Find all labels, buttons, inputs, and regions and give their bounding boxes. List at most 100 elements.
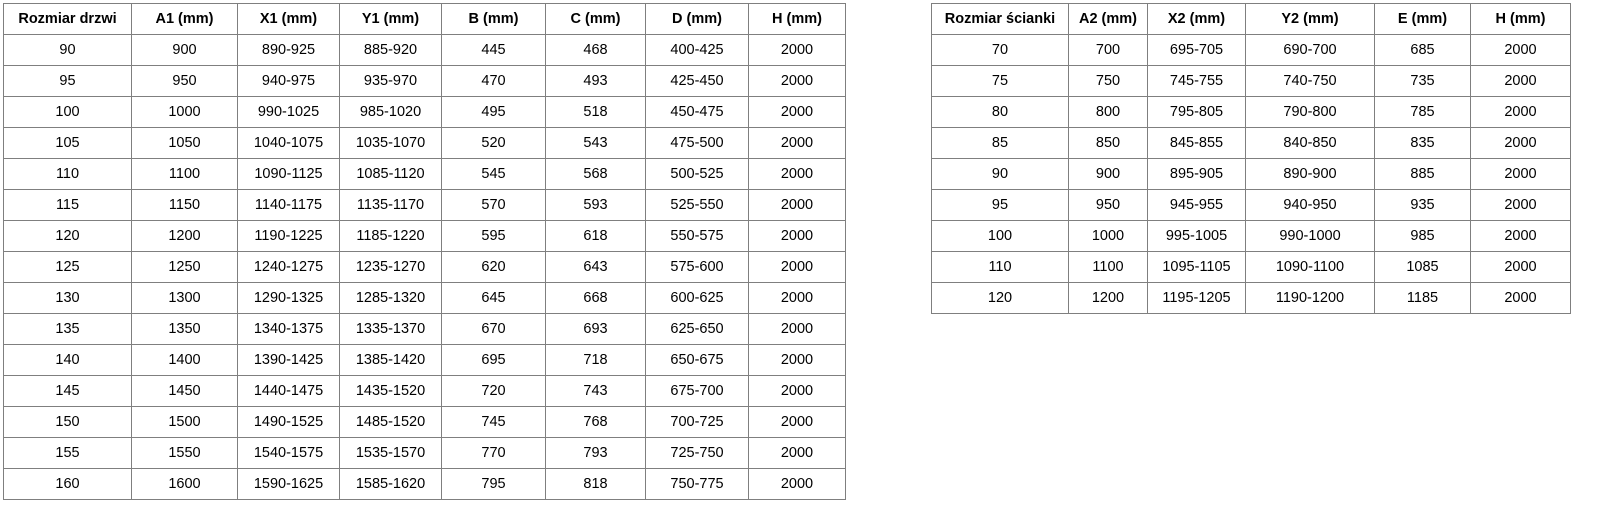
- doors-column-header: B (mm): [441, 3, 546, 35]
- table-cell: 685: [1374, 34, 1471, 66]
- table-cell: 1535-1570: [339, 437, 442, 469]
- table-cell: 110: [931, 251, 1069, 283]
- table-cell: 120: [931, 282, 1069, 314]
- table-cell: 720: [441, 375, 546, 407]
- table-row: 120 1200 1195-1205 1190-1200 1185 2000: [931, 282, 1571, 314]
- table-cell: 885-920: [339, 34, 442, 66]
- table-cell: 468: [545, 34, 646, 66]
- walls-table-body: 70 700 695-705 690-700 685 2000 75 750 745-755 74…: [931, 34, 1571, 314]
- table-cell: 1600: [131, 468, 238, 500]
- table-row: 95 950 940-975 935-970 470 493 425-450 2000: [3, 65, 846, 97]
- table-row: 135 1350 1340-1375 1335-1370 670 693 625-650 20…: [3, 313, 846, 345]
- table-cell: 2000: [1470, 220, 1571, 252]
- table-cell: 668: [545, 282, 646, 314]
- doors-table-container: Rozmiar drzwi A1 (mm) X1 (mm) Y1 (mm) B (mm)…: [3, 3, 846, 500]
- table-cell: 745-755: [1147, 65, 1246, 97]
- table-cell: 1050: [131, 127, 238, 159]
- table-cell: 1095-1105: [1147, 251, 1246, 283]
- table-cell: 1140-1175: [237, 189, 340, 221]
- table-cell: 450-475: [645, 96, 749, 128]
- table-cell: 550-575: [645, 220, 749, 252]
- table-cell: 1285-1320: [339, 282, 442, 314]
- table-row: 100 1000 990-1025 985-1020 495 518 450-475 2000: [3, 96, 846, 128]
- table-cell: 1185-1220: [339, 220, 442, 252]
- table-cell: 2000: [1470, 282, 1571, 314]
- table-cell: 1385-1420: [339, 344, 442, 376]
- table-cell: 593: [545, 189, 646, 221]
- table-cell: 95: [3, 65, 132, 97]
- table-cell: 2000: [1470, 158, 1571, 190]
- table-cell: 895-905: [1147, 158, 1246, 190]
- table-row: 130 1300 1290-1325 1285-1320 645 668 600-625 20…: [3, 282, 846, 314]
- doors-column-header: D (mm): [645, 3, 749, 35]
- table-cell: 700-725: [645, 406, 749, 438]
- table-cell: 140: [3, 344, 132, 376]
- table-cell: 595: [441, 220, 546, 252]
- table-cell: 1540-1575: [237, 437, 340, 469]
- table-cell: 150: [3, 406, 132, 438]
- table-cell: 2000: [1470, 34, 1571, 66]
- table-cell: 950: [131, 65, 238, 97]
- table-cell: 2000: [748, 65, 846, 97]
- table-cell: 950: [1068, 189, 1148, 221]
- table-cell: 900: [1068, 158, 1148, 190]
- table-row: 110 1100 1095-1105 1090-1100 1085 2000: [931, 251, 1571, 283]
- table-cell: 725-750: [645, 437, 749, 469]
- table-cell: 2000: [748, 282, 846, 314]
- table-cell: 995-1005: [1147, 220, 1246, 252]
- table-cell: 1585-1620: [339, 468, 442, 500]
- table-cell: 1090-1125: [237, 158, 340, 190]
- table-cell: 2000: [748, 34, 846, 66]
- table-cell: 1200: [131, 220, 238, 252]
- table-cell: 945-955: [1147, 189, 1246, 221]
- table-cell: 500-525: [645, 158, 749, 190]
- table-cell: 1485-1520: [339, 406, 442, 438]
- table-cell: 818: [545, 468, 646, 500]
- table-cell: 2000: [748, 189, 846, 221]
- doors-column-header: Y1 (mm): [339, 3, 442, 35]
- table-cell: 400-425: [645, 34, 749, 66]
- table-cell: 695: [441, 344, 546, 376]
- table-cell: 795: [441, 468, 546, 500]
- table-cell: 985-1020: [339, 96, 442, 128]
- walls-column-header: E (mm): [1374, 3, 1471, 35]
- table-cell: 1240-1275: [237, 251, 340, 283]
- table-cell: 100: [931, 220, 1069, 252]
- table-cell: 793: [545, 437, 646, 469]
- table-cell: 115: [3, 189, 132, 221]
- table-cell: 835: [1374, 127, 1471, 159]
- table-cell: 693: [545, 313, 646, 345]
- table-cell: 695-705: [1147, 34, 1246, 66]
- table-cell: 850: [1068, 127, 1148, 159]
- doors-table-body: 90 900 890-925 885-920 445 468 400-425 2000 95 95…: [3, 34, 846, 500]
- table-cell: 990-1000: [1245, 220, 1375, 252]
- table-row: 95 950 945-955 940-950 935 2000: [931, 189, 1571, 221]
- table-cell: 1040-1075: [237, 127, 340, 159]
- table-cell: 90: [931, 158, 1069, 190]
- table-cell: 525-550: [645, 189, 749, 221]
- table-cell: 618: [545, 220, 646, 252]
- table-cell: 2000: [1470, 251, 1571, 283]
- table-row: 90 900 890-925 885-920 445 468 400-425 2000: [3, 34, 846, 66]
- table-cell: 470: [441, 65, 546, 97]
- table-cell: 2000: [748, 96, 846, 128]
- table-cell: 105: [3, 127, 132, 159]
- table-cell: 935: [1374, 189, 1471, 221]
- table-cell: 1340-1375: [237, 313, 340, 345]
- table-cell: 845-855: [1147, 127, 1246, 159]
- table-cell: 890-900: [1245, 158, 1375, 190]
- table-cell: 95: [931, 189, 1069, 221]
- table-cell: 735: [1374, 65, 1471, 97]
- walls-specification-table: Rozmiar ścianki A2 (mm) X2 (mm) Y2 (mm) E (m…: [931, 3, 1571, 314]
- table-cell: 900: [131, 34, 238, 66]
- table-cell: 85: [931, 127, 1069, 159]
- table-cell: 1500: [131, 406, 238, 438]
- table-cell: 1335-1370: [339, 313, 442, 345]
- doors-column-header: Rozmiar drzwi: [3, 3, 132, 35]
- table-cell: 740-750: [1245, 65, 1375, 97]
- table-row: 115 1150 1140-1175 1135-1170 570 593 525-550 20…: [3, 189, 846, 221]
- table-cell: 1000: [131, 96, 238, 128]
- table-cell: 570: [441, 189, 546, 221]
- table-cell: 130: [3, 282, 132, 314]
- table-cell: 718: [545, 344, 646, 376]
